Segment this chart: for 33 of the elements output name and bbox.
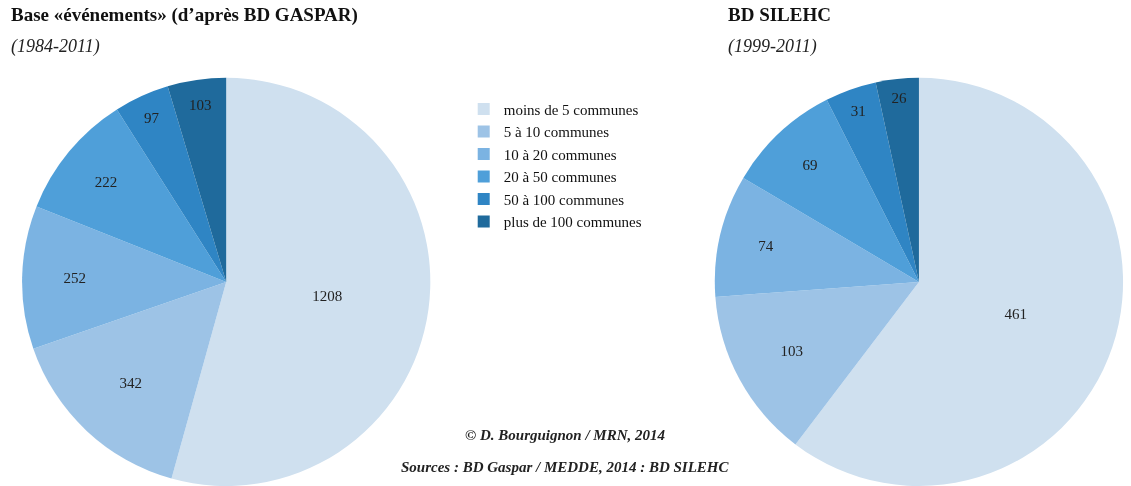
data-label: 26 [891,90,908,107]
data-label: 222 [94,174,118,191]
legend-label: moins de 5 communes [503,101,639,118]
data-label: 1208 [312,287,343,304]
data-label: 103 [189,97,212,114]
legend-label: 10 à 20 communes [503,146,617,163]
chart-title: BD SILEHC [728,4,831,25]
pie-slice [36,109,227,282]
data-label: 74 [758,238,774,255]
chart-subtitle: (1984-2011) [11,36,100,57]
source-note: Sources : BD Gaspar / MEDDE, 2014 : BD SILEHC [401,459,730,475]
pie-slice [22,206,227,349]
data-label: 252 [63,270,87,287]
legend-label: 5 à 10 communes [503,124,610,141]
legend-label: 50 à 100 communes [503,191,625,208]
data-label: 97 [143,110,160,127]
data-label: 69 [802,157,818,174]
pie-slice [715,177,919,297]
data-label: 342 [119,375,143,392]
legend-label: plus de 100 communes [503,214,642,231]
text: © D. Bourguignon / MRN, 2014 [465,427,666,443]
pie-slice [875,77,919,282]
pie-slice [715,281,919,445]
chart-title: Base «événements» (d’après BD GASPAR) [11,4,358,26]
data-label: 31 [850,103,866,120]
pie-slice [826,82,919,282]
data-label: 103 [780,342,804,359]
chart-subtitle: (1999-2011) [728,36,817,57]
data-label: 461 [1004,306,1027,323]
pie-slice [167,77,227,282]
pie-slice [116,86,227,282]
legend-label: 20 à 50 communes [503,169,617,186]
pie-slice [33,281,227,479]
